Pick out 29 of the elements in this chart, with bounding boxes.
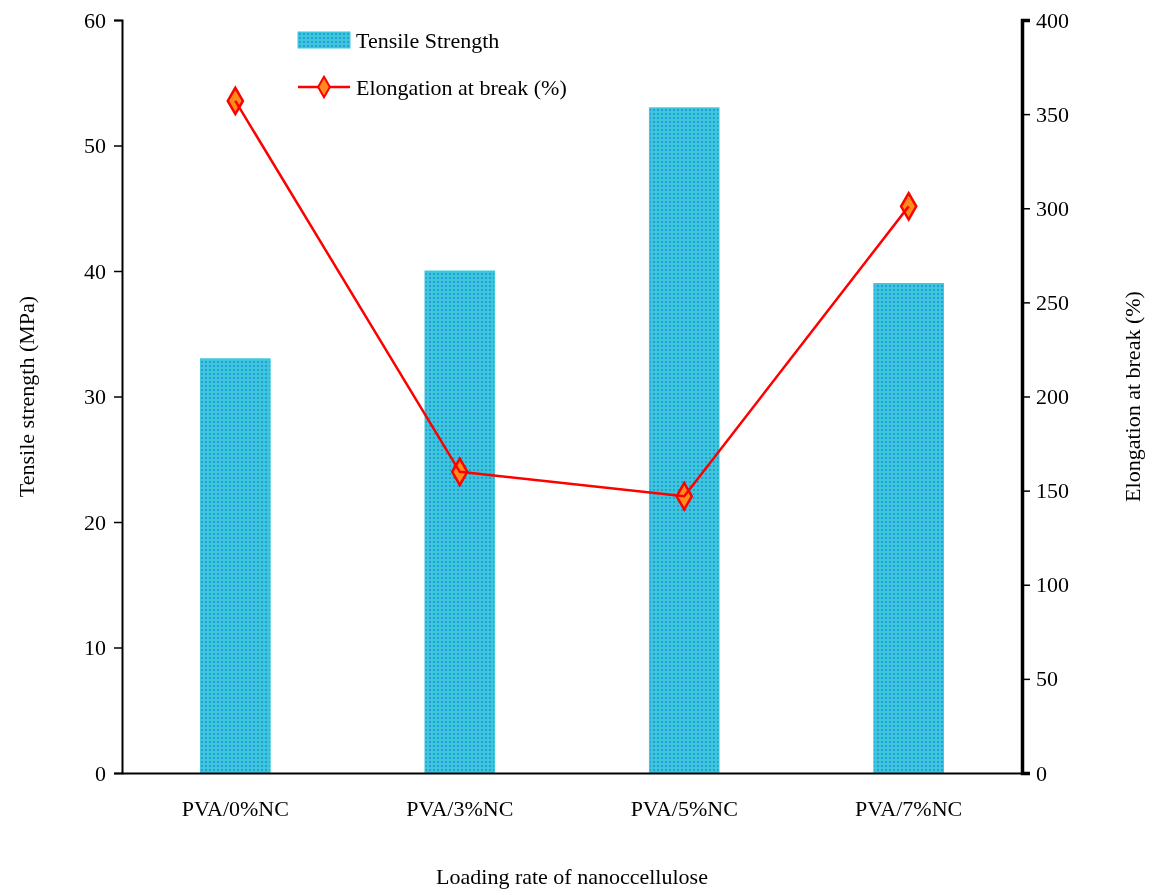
y2-tick-label: 100 bbox=[1036, 572, 1069, 598]
y2-tick-label: 350 bbox=[1036, 101, 1069, 127]
y-tick-label: 20 bbox=[84, 509, 106, 535]
y2-axis-title: Elongation at break (%) bbox=[1120, 291, 1145, 502]
y2-tick-label: 50 bbox=[1036, 666, 1058, 692]
x-tick-label: PVA/5%NC bbox=[630, 795, 738, 821]
bar bbox=[873, 283, 944, 774]
y-tick-label: 30 bbox=[84, 384, 106, 410]
y-tick-label: 50 bbox=[84, 133, 106, 159]
bar bbox=[200, 358, 271, 774]
x-tick-label: PVA/7%NC bbox=[855, 795, 963, 821]
legend-label: Tensile Strength bbox=[356, 27, 500, 53]
x-tick-label: PVA/0%NC bbox=[181, 795, 289, 821]
y-tick-label: 0 bbox=[95, 760, 106, 786]
y2-tick-label: 300 bbox=[1036, 195, 1069, 221]
x-tick-label: PVA/3%NC bbox=[406, 795, 514, 821]
y-axis-title: Tensile strength (MPa) bbox=[14, 295, 39, 498]
y-tick-label: 60 bbox=[84, 7, 106, 33]
bar bbox=[424, 270, 496, 774]
y2-tick-label: 150 bbox=[1036, 478, 1069, 504]
y2-tick-label: 400 bbox=[1036, 7, 1069, 33]
y-tick-label: 40 bbox=[84, 258, 106, 284]
bar bbox=[648, 107, 720, 774]
y2-tick-label: 250 bbox=[1036, 289, 1069, 315]
y2-tick-label: 0 bbox=[1036, 760, 1047, 786]
y2-tick-label: 200 bbox=[1036, 384, 1069, 410]
x-axis-title: Loading rate of nanoccellulose bbox=[436, 864, 708, 889]
legend-label: Elongation at break (%) bbox=[356, 74, 567, 100]
y-tick-label: 10 bbox=[84, 635, 106, 661]
